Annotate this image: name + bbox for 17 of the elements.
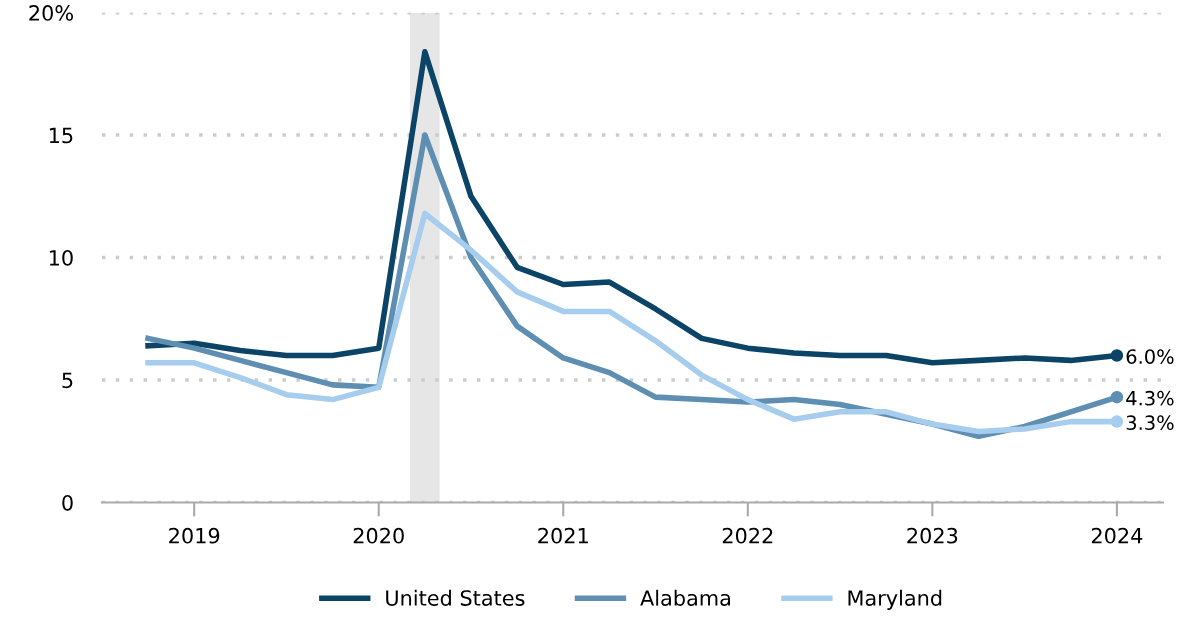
x-tick-label: 2020 [353, 527, 404, 544]
x-tick-label: 2019 [169, 527, 220, 544]
x-tick-label: 2024 [1091, 527, 1143, 544]
legend-label: Alabama [640, 589, 730, 606]
y-tick-label: 10 [49, 249, 73, 266]
y-tick-label: 0 [62, 494, 73, 511]
y-tick-label: 15 [49, 127, 73, 144]
legend-label: United States [386, 589, 525, 606]
x-tick-label: 2023 [907, 527, 958, 544]
data-label: 4.3% [1126, 390, 1174, 406]
y-tick-label: 20% [29, 5, 73, 21]
legend-label: Maryland [848, 589, 942, 610]
y-tick-label: 5 [62, 372, 73, 389]
x-tick-label: 2021 [538, 527, 588, 544]
x-tick-label: 2022 [722, 527, 773, 544]
data-label: 6.0% [1126, 349, 1174, 364]
data-label: 3.3% [1126, 415, 1174, 431]
